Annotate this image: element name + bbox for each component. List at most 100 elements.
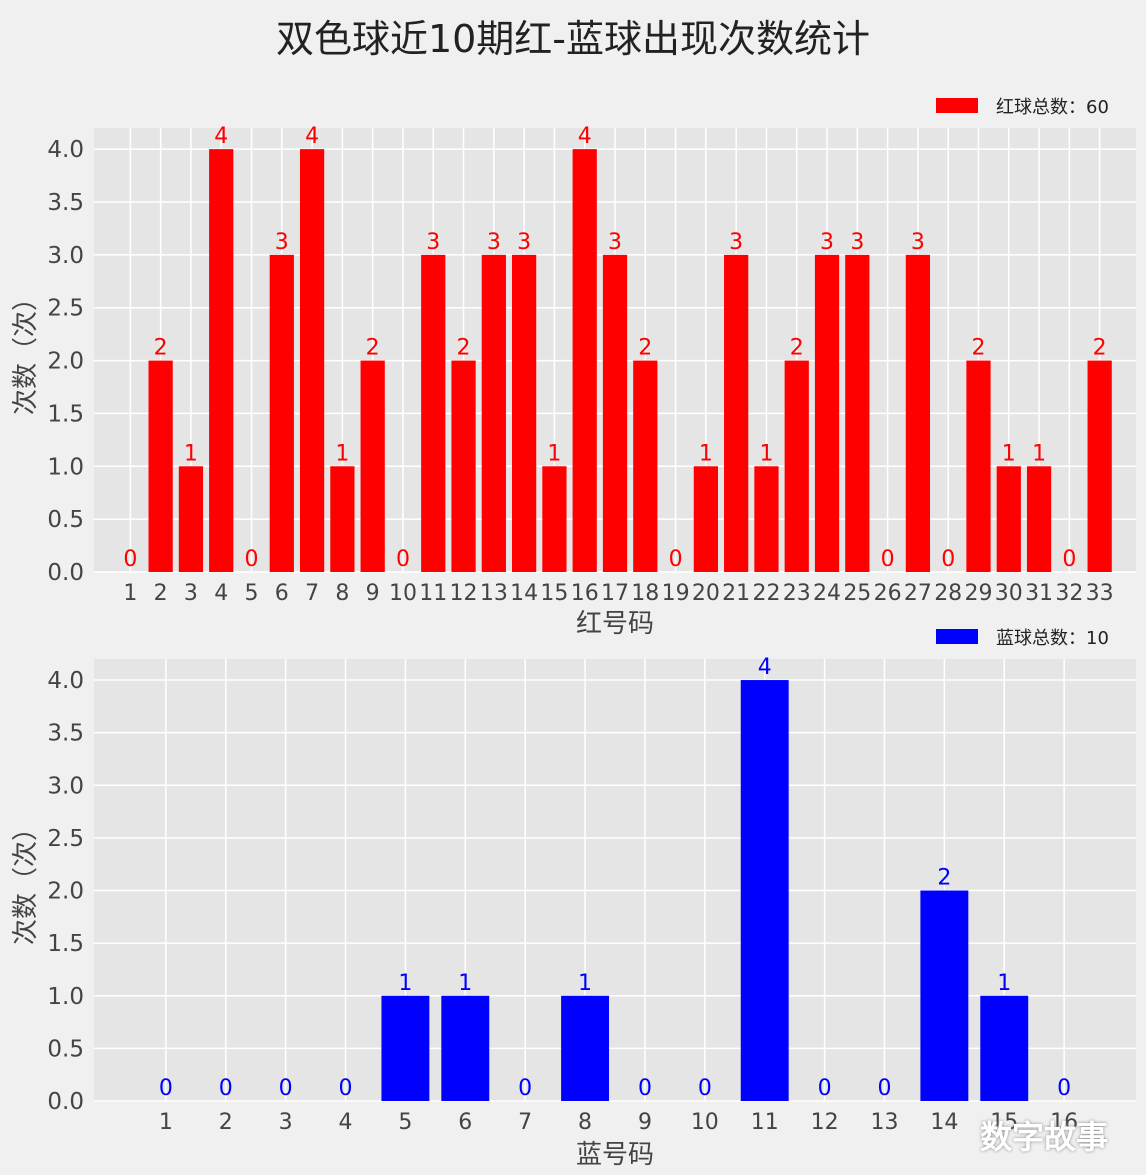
bar <box>421 254 446 572</box>
data-label: 4 <box>305 124 319 149</box>
x-tick-label: 8 <box>578 1110 592 1135</box>
data-label: 3 <box>608 230 622 255</box>
data-label: 2 <box>1093 336 1107 361</box>
data-label: 0 <box>245 547 259 572</box>
bar <box>905 254 931 572</box>
bar <box>512 254 537 572</box>
y-tick-label: 3.0 <box>47 243 84 269</box>
x-tick-label: 3 <box>184 581 198 606</box>
x-tick-label: 6 <box>458 1110 472 1135</box>
y-tick-label: 1.5 <box>47 931 84 957</box>
bar <box>996 466 1021 572</box>
bar <box>209 149 234 572</box>
x-tick-label: 5 <box>398 1110 412 1135</box>
data-label: 0 <box>1062 547 1076 572</box>
x-tick-label: 15 <box>540 581 568 606</box>
data-label: 0 <box>1057 1076 1071 1101</box>
x-tick-label: 25 <box>843 581 871 606</box>
bar <box>602 254 628 572</box>
data-label: 3 <box>487 230 501 255</box>
x-tick-label: 9 <box>366 581 380 606</box>
data-label: 3 <box>275 230 289 255</box>
legend-label: 蓝球总数：10 <box>996 628 1109 649</box>
legend: 蓝球总数：10 <box>936 628 1109 649</box>
data-label: 0 <box>638 1076 652 1101</box>
data-label: 2 <box>638 336 652 361</box>
data-label: 0 <box>279 1076 293 1101</box>
data-label: 2 <box>790 336 804 361</box>
bar <box>542 466 567 572</box>
x-tick-label: 12 <box>450 581 478 606</box>
y-tick-label: 2.0 <box>47 349 84 375</box>
data-label: 3 <box>426 230 440 255</box>
y-tick-label: 2.0 <box>47 879 84 905</box>
y-axis-label: 次数（次） <box>11 285 41 415</box>
data-label: 4 <box>578 124 592 149</box>
bar <box>966 360 991 572</box>
x-tick-label: 19 <box>662 581 690 606</box>
y-tick-label: 2.5 <box>47 296 84 322</box>
y-tick-label: 2.5 <box>47 826 84 852</box>
bar <box>754 466 779 572</box>
y-tick-label: 0.5 <box>47 507 84 533</box>
y-tick-label: 4.0 <box>47 668 84 694</box>
data-label: 2 <box>366 336 380 361</box>
bar <box>269 254 294 572</box>
x-tick-label: 31 <box>1025 581 1053 606</box>
x-tick-label: 6 <box>275 581 289 606</box>
x-tick-label: 30 <box>995 581 1023 606</box>
x-tick-label: 21 <box>722 581 750 606</box>
plot-area <box>94 659 1136 1101</box>
bar <box>178 466 204 572</box>
data-label: 3 <box>729 230 743 255</box>
bar <box>693 466 718 572</box>
x-tick-label: 32 <box>1055 581 1083 606</box>
bar <box>980 995 1029 1101</box>
data-label: 0 <box>669 547 683 572</box>
x-tick-label: 11 <box>751 1110 779 1135</box>
x-tick-label: 5 <box>245 581 259 606</box>
data-label: 3 <box>850 230 864 255</box>
x-tick-label: 1 <box>159 1110 173 1135</box>
data-label: 0 <box>219 1076 233 1101</box>
bar <box>360 360 385 572</box>
x-tick-label: 17 <box>601 581 629 606</box>
bar <box>451 360 476 572</box>
x-tick-label: 15 <box>990 1110 1018 1135</box>
bar <box>920 890 969 1101</box>
x-tick-label: 10 <box>691 1110 719 1135</box>
y-tick-label: 1.5 <box>47 401 84 427</box>
data-label: 4 <box>214 124 228 149</box>
data-label: 0 <box>159 1076 173 1101</box>
x-tick-label: 33 <box>1086 581 1114 606</box>
y-tick-label: 0.5 <box>47 1036 84 1062</box>
data-label: 0 <box>881 547 895 572</box>
x-tick-label: 4 <box>339 1110 353 1135</box>
data-label: 1 <box>1032 441 1046 466</box>
y-tick-label: 1.0 <box>47 984 84 1010</box>
data-label: 0 <box>339 1076 353 1101</box>
bar <box>572 149 597 572</box>
data-label: 1 <box>184 441 198 466</box>
bar <box>1087 360 1112 572</box>
y-tick-label: 1.0 <box>47 454 84 480</box>
bar <box>784 360 809 572</box>
bar <box>330 466 355 572</box>
y-tick-label: 0.0 <box>47 560 84 586</box>
chart-title: 双色球近10期红-蓝球出现次数统计 <box>275 17 871 61</box>
data-label: 1 <box>997 971 1011 996</box>
y-tick-label: 4.0 <box>47 137 84 163</box>
bar <box>740 680 789 1101</box>
watermark: 数字故事 <box>980 1118 1109 1156</box>
data-label: 1 <box>547 441 561 466</box>
data-label: 0 <box>123 547 137 572</box>
x-tick-label: 7 <box>305 581 319 606</box>
x-axis-label: 红号码 <box>576 609 654 639</box>
legend-label: 红球总数：60 <box>996 97 1109 118</box>
x-tick-label: 14 <box>510 581 538 606</box>
data-label: 0 <box>518 1076 532 1101</box>
y-axis-label: 次数（次） <box>11 815 41 945</box>
bar <box>148 360 173 572</box>
